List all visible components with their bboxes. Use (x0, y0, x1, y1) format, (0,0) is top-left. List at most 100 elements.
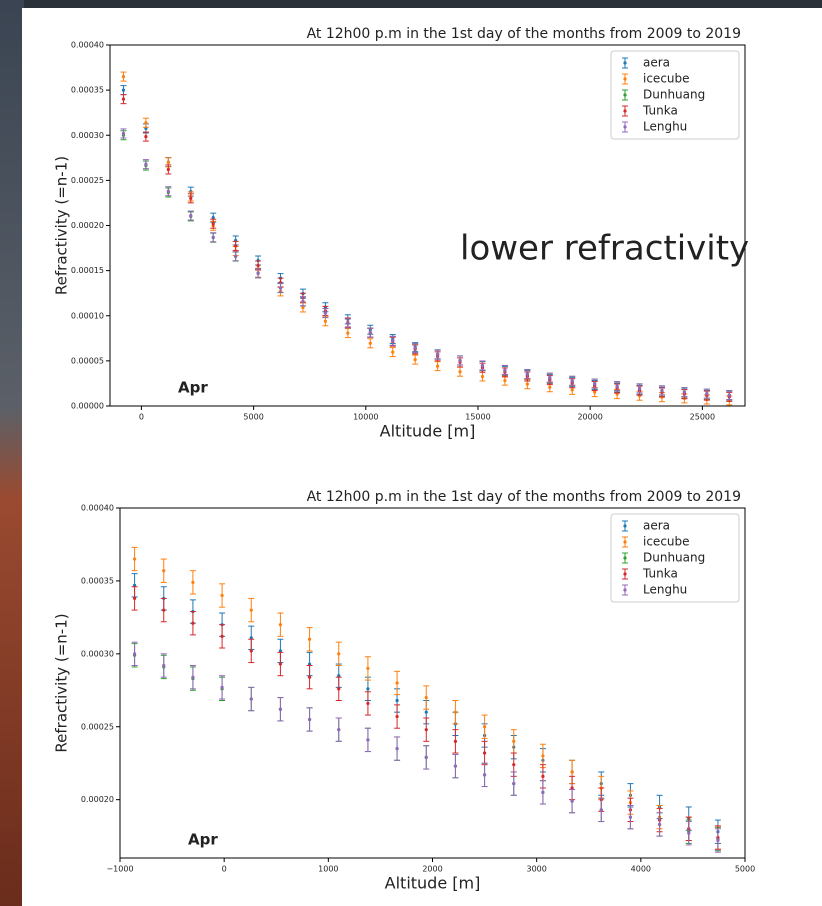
data-point (162, 608, 166, 612)
data-point (278, 707, 283, 711)
data-point (220, 685, 224, 689)
x-tick-label: 15000 (465, 413, 490, 422)
y-tick-label: 0.00035 (71, 86, 104, 95)
data-point (307, 675, 312, 679)
data-point (716, 838, 720, 843)
x-axis-label: Altitude [m] (385, 874, 481, 893)
data-point (570, 770, 574, 774)
data-point (220, 593, 224, 598)
data-point (480, 363, 485, 368)
x-axis-label: Altitude [m] (380, 422, 476, 441)
data-point (278, 662, 283, 666)
data-point (368, 331, 372, 335)
data-point (121, 88, 126, 92)
data-point (424, 755, 428, 759)
x-tick-label: 1000 (318, 865, 338, 874)
data-point (548, 385, 552, 389)
x-tick-label: 0 (139, 413, 144, 422)
x-tick-label: 3000 (526, 865, 546, 874)
data-point (512, 763, 516, 767)
data-point (395, 747, 399, 751)
data-point (512, 739, 516, 743)
y-tick-label: 0.00020 (71, 221, 104, 230)
legend-box (610, 50, 740, 140)
data-point (482, 751, 487, 755)
data-point (424, 710, 428, 714)
data-point (191, 675, 195, 679)
x-tick-label: 5000 (243, 413, 263, 422)
plot-marks (120, 71, 733, 406)
data-point (211, 235, 215, 239)
data-point (660, 388, 664, 392)
data-point (323, 319, 328, 323)
data-point (366, 738, 370, 742)
data-point (301, 305, 305, 310)
data-point (249, 636, 253, 640)
data-point (548, 376, 552, 380)
data-point (395, 714, 399, 719)
data-point (413, 346, 417, 350)
data-point (482, 773, 487, 777)
data-point (628, 815, 633, 819)
data-point (162, 569, 166, 573)
legend-label: Lenghu (643, 120, 687, 134)
data-point (132, 557, 137, 561)
legend-swatch (623, 93, 627, 97)
data-point (166, 160, 170, 164)
data-point (166, 167, 170, 172)
data-point (307, 637, 312, 641)
y-tick-label: 0.00030 (81, 649, 114, 658)
data-point (424, 728, 428, 732)
data-point (211, 216, 215, 220)
legend-label: icecube (643, 535, 690, 549)
y-tick-label: 0.00005 (71, 356, 104, 365)
data-point (211, 222, 215, 226)
data-point (453, 739, 458, 743)
data-point (435, 364, 440, 368)
x-tick-label: 20000 (577, 413, 602, 422)
legend-label: Tunka (642, 567, 678, 581)
y-tick-label: 0.00035 (81, 576, 114, 585)
data-point (657, 822, 662, 827)
data-point (541, 774, 545, 778)
data-point (191, 580, 195, 584)
data-point (682, 390, 687, 394)
data-point (413, 358, 417, 362)
data-point (220, 634, 224, 638)
data-point (346, 321, 350, 325)
x-tick-label: −1000 (106, 865, 133, 874)
data-point (337, 728, 341, 732)
data-point (366, 666, 370, 671)
data-point (132, 596, 137, 601)
data-point (705, 392, 709, 396)
data-point (512, 782, 516, 786)
data-point (541, 754, 545, 758)
y-axis-label: Refractivity (=n-1) (53, 156, 71, 295)
data-point (256, 263, 260, 268)
data-point (307, 717, 312, 722)
x-tick-label: 4000 (631, 865, 651, 874)
data-point (162, 663, 166, 668)
legend-swatch (623, 125, 627, 129)
legend-swatch (623, 572, 627, 576)
legend-label: Lenghu (643, 583, 687, 597)
legend-label: icecube (643, 72, 690, 86)
data-point (132, 652, 137, 656)
slide-image-strip (0, 0, 24, 906)
legend-swatch (623, 524, 627, 528)
legend-swatch (623, 61, 627, 65)
data-point (395, 681, 399, 685)
data-point (144, 162, 148, 166)
legend-swatch (623, 556, 627, 560)
y-tick-label: 0.00020 (81, 795, 114, 804)
legend-label: aera (643, 519, 670, 533)
data-point (391, 350, 395, 354)
legend-label: Dunhuang (643, 551, 705, 565)
data-point (615, 384, 619, 388)
y-tick-label: 0.00025 (81, 722, 114, 731)
data-point (191, 621, 195, 625)
data-point (593, 390, 597, 394)
data-point (256, 271, 260, 275)
